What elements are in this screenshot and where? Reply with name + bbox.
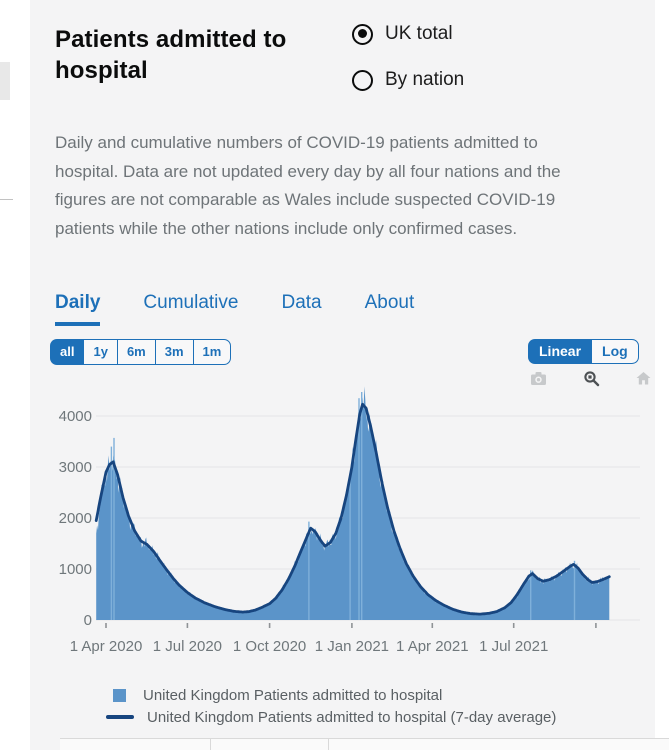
svg-text:2000: 2000: [59, 510, 92, 527]
svg-text:1000: 1000: [59, 561, 92, 578]
range-button-all[interactable]: all: [50, 339, 84, 365]
camera-icon[interactable]: [530, 370, 547, 387]
svg-text:3000: 3000: [59, 459, 92, 476]
left-edge-divider: [0, 199, 13, 200]
time-range-selector: all 1y 6m 3m 1m: [50, 339, 232, 365]
uk-total-by-nation-radio-group: UK total By nation: [352, 22, 464, 114]
legend-label: United Kingdom Patients admitted to hosp…: [143, 686, 443, 704]
radio-uk-total[interactable]: UK total: [352, 22, 464, 46]
tab-data[interactable]: Data: [281, 292, 322, 313]
radio-unselected-icon[interactable]: [352, 69, 373, 91]
svg-text:1 Oct 2020: 1 Oct 2020: [233, 638, 306, 655]
svg-text:0: 0: [84, 612, 92, 629]
data-table-top-partial: [60, 739, 669, 750]
tab-daily[interactable]: Daily: [55, 292, 101, 326]
linear-log-toggle: Linear Log: [528, 339, 639, 364]
radio-by-nation[interactable]: By nation: [352, 68, 464, 92]
svg-text:1 Apr 2020: 1 Apr 2020: [70, 638, 143, 655]
legend-item-daily[interactable]: United Kingdom Patients admitted to hosp…: [101, 684, 556, 706]
zoom-icon[interactable]: [583, 370, 600, 387]
data-table-column-divider: [210, 738, 211, 750]
linear-scale-button[interactable]: Linear: [528, 339, 592, 364]
range-button-6m[interactable]: 6m: [116, 339, 155, 365]
svg-text:4000: 4000: [59, 408, 92, 425]
range-button-1m[interactable]: 1m: [192, 339, 232, 365]
svg-text:1 Jul 2021: 1 Jul 2021: [479, 638, 548, 655]
legend-label: United Kingdom Patients admitted to hosp…: [147, 708, 557, 726]
radio-selected-icon[interactable]: [352, 23, 373, 45]
svg-text:1 Jul 2020: 1 Jul 2020: [153, 638, 222, 655]
chart-legend: United Kingdom Patients admitted to hosp…: [101, 684, 556, 728]
svg-text:1 Apr 2021: 1 Apr 2021: [396, 638, 469, 655]
radio-label: By nation: [385, 69, 465, 90]
chart-tabs: Daily Cumulative Data About: [55, 292, 414, 326]
average-series-swatch: [105, 715, 134, 719]
patients-admitted-card: Patients admitted to hospital UK total B…: [30, 0, 669, 750]
admissions-chart-svg[interactable]: 0 1000 2000 3000 4000 1 Apr 2020 1 Jul 2020 1 O…: [30, 380, 655, 660]
range-button-3m[interactable]: 3m: [154, 339, 193, 365]
daily-series-swatch: [113, 688, 126, 702]
tab-about[interactable]: About: [364, 292, 415, 313]
chart-description: Daily and cumulative numbers of COVID-19…: [55, 133, 561, 238]
left-edge-partial-element: [0, 62, 10, 100]
tab-cumulative[interactable]: Cumulative: [143, 292, 239, 313]
range-button-1y[interactable]: 1y: [83, 339, 117, 365]
chart-modebar: [530, 370, 652, 387]
admissions-chart[interactable]: 0 1000 2000 3000 4000 1 Apr 2020 1 Jul 2020 1 O…: [30, 380, 655, 660]
log-scale-button[interactable]: Log: [591, 339, 639, 364]
page-title: Patients admitted to hospital: [55, 26, 287, 84]
data-table-top-border: [60, 738, 669, 739]
home-icon[interactable]: [635, 370, 652, 387]
svg-text:1 Jan 2021: 1 Jan 2021: [315, 638, 389, 655]
data-table-column-divider: [328, 738, 329, 750]
legend-item-7day-average[interactable]: United Kingdom Patients admitted to hosp…: [101, 706, 556, 728]
radio-label: UK total: [385, 23, 453, 44]
